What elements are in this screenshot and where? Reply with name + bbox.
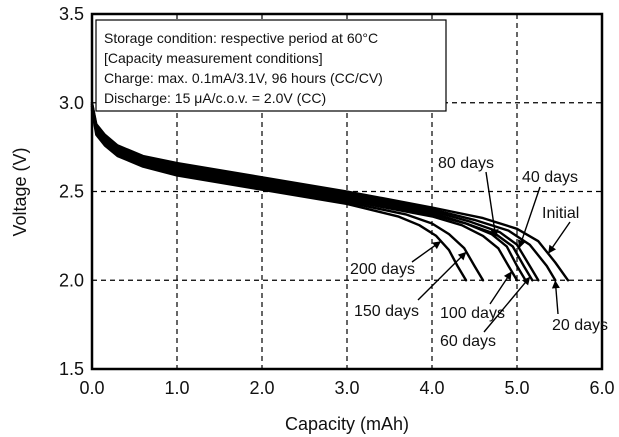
y-tick-label-3: 3.0 bbox=[59, 93, 84, 113]
label-40-days: 40 days bbox=[522, 169, 578, 186]
curve-20-days bbox=[90, 101, 557, 282]
leader-60-days bbox=[483, 276, 531, 333]
leader-150-days bbox=[417, 251, 467, 301]
x-tick-label-3: 3.0 bbox=[334, 378, 359, 398]
label-20-days: 20 days bbox=[552, 317, 608, 334]
arrowhead-40-days bbox=[517, 239, 526, 249]
y-axis-title: Voltage (V) bbox=[10, 147, 30, 236]
x-tick-label-1: 1.0 bbox=[164, 378, 189, 398]
curve-labels: Initial 40 days 80 days 200 days 150 days 100… bbox=[350, 155, 608, 350]
label-150-days: 150 days bbox=[354, 303, 419, 320]
curve-initial bbox=[90, 101, 570, 282]
note-line-2: [Capacity measurement conditions] bbox=[104, 50, 323, 66]
label-200-days: 200 days bbox=[350, 261, 415, 278]
arrowhead-80-days bbox=[490, 229, 499, 238]
curve-80-days bbox=[90, 105, 527, 282]
arrowhead-60-days bbox=[521, 276, 531, 286]
arrowhead-200-days bbox=[432, 241, 442, 250]
storage-conditions-note: Storage condition: respective period at … bbox=[95, 19, 447, 112]
arrowhead-initial bbox=[548, 244, 557, 254]
arrowhead-100-days bbox=[503, 271, 512, 281]
arrowhead-150-days bbox=[457, 251, 467, 261]
x-axis-title: Capacity (mAh) bbox=[285, 414, 409, 434]
leader-40-days bbox=[518, 186, 541, 249]
tick-labels: 0.0 1.0 2.0 3.0 4.0 5.0 6.0 1.5 2.0 2.5 3.0 3.5 bbox=[59, 4, 615, 398]
label-60-days: 60 days bbox=[440, 333, 496, 350]
x-tick-label-4: 4.0 bbox=[419, 378, 444, 398]
note-line-4: Discharge: 15 μA/c.o.v. = 2.0V (CC) bbox=[104, 90, 326, 106]
x-tick-label-2: 2.0 bbox=[249, 378, 274, 398]
x-tick-label-5: 5.0 bbox=[504, 378, 529, 398]
label-80-days: 80 days bbox=[438, 155, 494, 172]
y-tick-label-2: 2.5 bbox=[59, 182, 84, 202]
note-box bbox=[95, 19, 447, 112]
y-tick-label-0: 1.5 bbox=[59, 359, 84, 379]
label-100-days: 100 days bbox=[440, 305, 505, 322]
y-tick-label-1: 2.0 bbox=[59, 270, 84, 290]
leader-80-days bbox=[485, 171, 497, 238]
y-tick-label-4: 3.5 bbox=[59, 4, 84, 24]
note-line-3: Charge: max. 0.1mA/3.1V, 96 hours (CC/CV… bbox=[104, 70, 383, 86]
plot-frame bbox=[90, 12, 604, 371]
x-tick-label-6: 6.0 bbox=[589, 378, 614, 398]
discharge-curves bbox=[90, 101, 570, 282]
curve-40-days bbox=[90, 103, 540, 282]
x-tick-label-0: 0.0 bbox=[79, 378, 104, 398]
arrowhead-20-days bbox=[551, 280, 560, 289]
label-initial: Initial bbox=[542, 205, 579, 222]
curve-100-days bbox=[90, 105, 519, 282]
note-line-1: Storage condition: respective period at … bbox=[104, 30, 378, 46]
curve-150-days bbox=[90, 106, 485, 282]
curve-200-days bbox=[90, 108, 468, 282]
